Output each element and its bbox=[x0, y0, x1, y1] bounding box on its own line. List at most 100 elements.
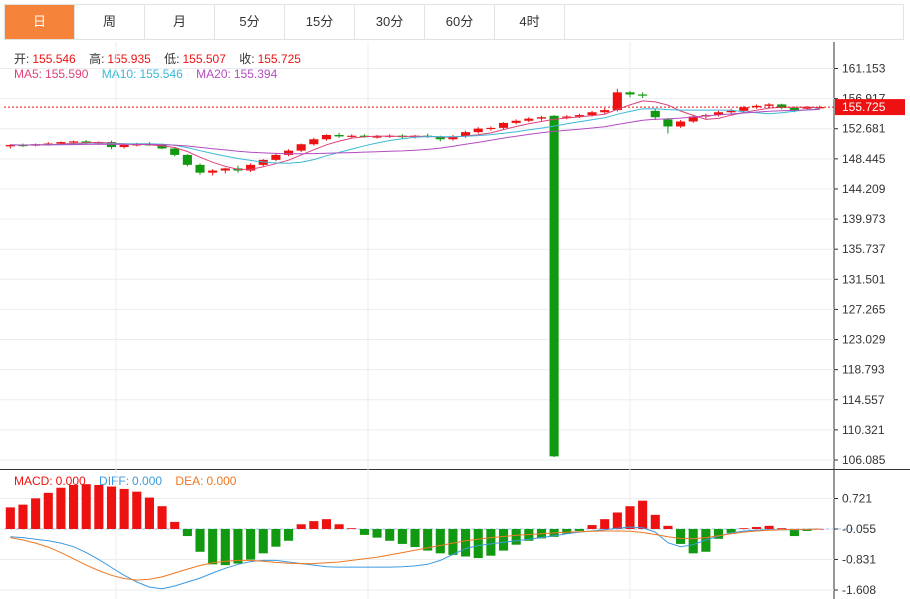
candle-body bbox=[726, 110, 736, 113]
candle-body bbox=[587, 112, 597, 116]
y-tick-label: 139.973 bbox=[842, 212, 886, 226]
candle-body bbox=[170, 148, 180, 155]
macd-bar bbox=[347, 528, 357, 529]
candle-body bbox=[195, 164, 205, 173]
macd-bar bbox=[43, 492, 53, 529]
close-value: 155.725 bbox=[257, 52, 301, 66]
macd-bar bbox=[612, 512, 622, 529]
macd-bar bbox=[81, 484, 91, 529]
dea-value: 0.000 bbox=[206, 474, 237, 488]
candle-body bbox=[739, 107, 749, 111]
macd-legend: MACD: 0.000 DIFF: 0.000 DEA: 0.000 bbox=[14, 474, 239, 488]
macd-bar bbox=[435, 528, 445, 554]
macd-bar bbox=[119, 488, 129, 529]
macd-bar bbox=[195, 528, 205, 552]
candle-body bbox=[777, 104, 787, 108]
candle-body bbox=[713, 112, 724, 116]
candle-body bbox=[246, 164, 256, 171]
candle-body bbox=[182, 154, 192, 165]
macd-bar bbox=[448, 528, 458, 555]
macd-value: 0.000 bbox=[55, 474, 86, 488]
macd-bar bbox=[587, 525, 597, 529]
macd-bar bbox=[726, 528, 736, 533]
y-tick-label: 127.265 bbox=[842, 302, 886, 316]
candle-body bbox=[536, 117, 547, 119]
candle-body bbox=[43, 143, 53, 145]
candle-body bbox=[688, 116, 698, 122]
macd-bar bbox=[789, 528, 799, 537]
y-tick-label: 161.153 bbox=[842, 62, 886, 76]
candle-body bbox=[372, 136, 382, 138]
macd-bar bbox=[220, 528, 230, 566]
macd-bar bbox=[676, 528, 686, 544]
macd-y-tick-label: -0.055 bbox=[842, 522, 876, 536]
tab-month[interactable]: 月 bbox=[145, 5, 215, 39]
macd-bar bbox=[106, 486, 117, 529]
macd-bar bbox=[144, 497, 154, 529]
y-tick-label: 123.029 bbox=[842, 333, 886, 347]
open-label: 开: bbox=[14, 52, 30, 66]
macd-bar bbox=[498, 528, 509, 551]
candle-body bbox=[498, 122, 509, 128]
y-tick-label: 152.681 bbox=[842, 122, 886, 136]
candle-body bbox=[473, 128, 483, 133]
ma20-value: 155.394 bbox=[233, 67, 278, 81]
tab-day[interactable]: 日 bbox=[5, 5, 75, 39]
macd-y-tick-label: -0.831 bbox=[842, 552, 876, 566]
macd-bar bbox=[233, 528, 243, 564]
macd-bar bbox=[170, 521, 180, 529]
macd-bar bbox=[258, 528, 268, 554]
candle-body bbox=[802, 107, 812, 109]
macd-bar bbox=[410, 528, 420, 548]
y-tick-label: 148.445 bbox=[842, 152, 886, 166]
candle-body bbox=[461, 132, 471, 137]
candle-body bbox=[448, 136, 458, 140]
macd-bar bbox=[461, 528, 471, 557]
macd-bar bbox=[31, 498, 41, 529]
macd-bar bbox=[18, 504, 28, 529]
tab-5min[interactable]: 5分 bbox=[215, 5, 285, 39]
ma10-value: 155.546 bbox=[139, 67, 183, 81]
axes: 161.153156.917152.681148.445144.209139.9… bbox=[834, 62, 905, 597]
macd-bar bbox=[296, 524, 306, 529]
ma5-label: MA5: bbox=[14, 67, 43, 81]
macd-panel bbox=[5, 484, 825, 590]
candle-body bbox=[347, 135, 357, 137]
macd-bar bbox=[334, 524, 344, 529]
candle-body bbox=[296, 144, 306, 151]
candle-body bbox=[5, 144, 15, 147]
ma-lines bbox=[4, 100, 834, 170]
candle-body bbox=[625, 92, 635, 95]
candle-body bbox=[789, 107, 799, 111]
macd-bar bbox=[182, 528, 192, 537]
diff-label: DIFF: bbox=[99, 474, 130, 488]
candle-body bbox=[271, 154, 281, 160]
macd-bar bbox=[574, 528, 584, 531]
tab-week[interactable]: 周 bbox=[75, 5, 145, 39]
candle-body bbox=[638, 94, 648, 96]
y-tick-label: 118.793 bbox=[842, 363, 885, 377]
tab-60min[interactable]: 60分 bbox=[425, 5, 495, 39]
macd-bar bbox=[650, 514, 660, 529]
ma5-value: 155.590 bbox=[45, 67, 89, 81]
candle-body bbox=[334, 134, 344, 137]
macd-y-tick-label: 0.721 bbox=[842, 492, 872, 506]
macd-bar bbox=[309, 521, 319, 529]
macd-bar bbox=[751, 527, 761, 529]
candle-body bbox=[157, 144, 167, 149]
macd-bar bbox=[56, 487, 66, 529]
candle-body bbox=[663, 119, 673, 127]
macd-bar bbox=[5, 507, 15, 529]
diff-value: 0.000 bbox=[132, 474, 163, 488]
tab-30min[interactable]: 30分 bbox=[355, 5, 425, 39]
candle-body bbox=[562, 116, 572, 118]
high-label: 高: bbox=[89, 52, 105, 66]
tab-15min[interactable]: 15分 bbox=[285, 5, 355, 39]
macd-bar bbox=[486, 528, 496, 556]
open-value: 155.546 bbox=[32, 52, 76, 66]
last-price-tag bbox=[835, 99, 905, 116]
ma20-label: MA20: bbox=[196, 67, 231, 81]
tab-4hour[interactable]: 4时 bbox=[495, 5, 565, 39]
candle-body bbox=[69, 141, 79, 143]
